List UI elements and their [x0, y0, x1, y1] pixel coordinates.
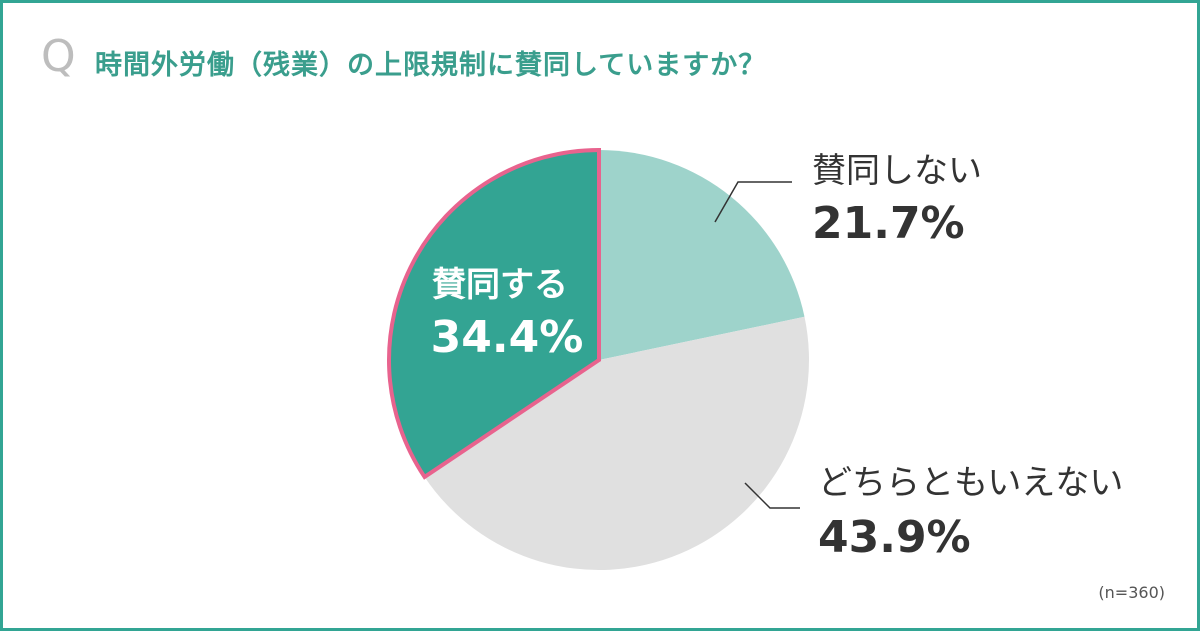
- slice-value-label: 43.9%: [818, 512, 971, 563]
- leader-line: [744, 482, 800, 509]
- question-title: 時間外労働（残業）の上限規制に賛同していますか？: [95, 50, 767, 81]
- pie-slice-highlight-outline: [387, 147, 601, 480]
- slice-label: 賛同する: [432, 265, 568, 305]
- slice-label: どちらともいえない: [818, 463, 1123, 503]
- pie-slice: [388, 150, 599, 477]
- pie-slice: [424, 316, 809, 571]
- sample-size-note: (n=360): [1098, 583, 1165, 602]
- slice-value-label: 34.4%: [431, 312, 584, 363]
- question-marker: Q: [41, 31, 76, 82]
- leader-line: [714, 181, 792, 223]
- slice-value-label: 21.7%: [812, 198, 965, 249]
- pie-slice: [599, 150, 805, 360]
- slice-label: 賛同しない: [812, 151, 982, 191]
